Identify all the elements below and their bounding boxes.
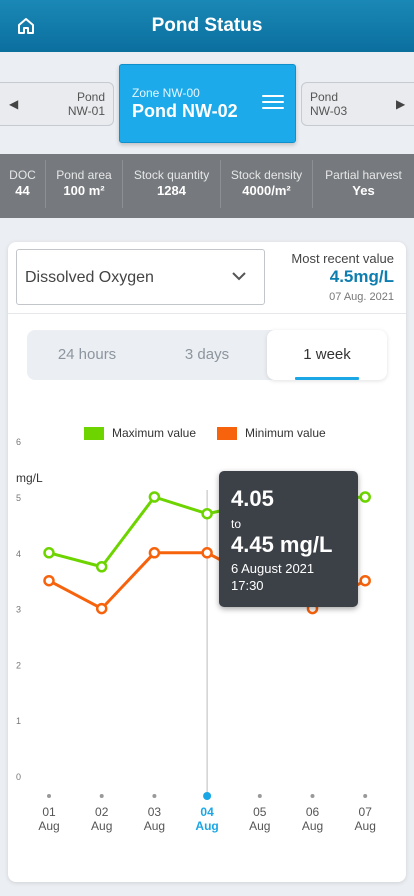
stat-stock-density: Stock density 4000/m²	[221, 160, 313, 208]
previous-pond-line1: Pond	[76, 90, 105, 104]
stat-doc: DOC 44	[0, 160, 46, 208]
legend-maximum-label: Maximum value	[112, 426, 197, 440]
pond-selector: ◀ Pond NW-01 Zone NW-00 Pond NW-02 Pond …	[0, 52, 414, 154]
recent-value: 4.5mg/L	[329, 267, 394, 286]
tooltip-to: to	[231, 517, 242, 531]
tab-1-week-label: 1 week	[303, 346, 351, 363]
home-icon	[18, 18, 34, 34]
current-zone-label: Zone NW-00	[132, 86, 200, 100]
active-tab-indicator	[295, 377, 359, 380]
chevron-down-icon	[232, 272, 246, 281]
page-title: Pond Status	[151, 15, 263, 36]
current-pond-card[interactable]: Zone NW-00 Pond NW-02	[119, 64, 296, 143]
chart-tooltip: 4.05 to 4.45 mg/L 6 August 2021 17:30	[219, 471, 358, 607]
legend-minimum-swatch	[217, 426, 237, 440]
stat-partial-harvest: Partial harvest Yes	[325, 168, 402, 198]
current-pond-name: Pond NW-02	[132, 101, 238, 121]
time-range-tabs: 24 hours 3 days 1 week	[27, 330, 387, 380]
tooltip-date: 6 August 2021	[231, 561, 315, 576]
next-pond-line1: Pond	[310, 90, 339, 104]
previous-pond-button[interactable]: ◀ Pond NW-01	[0, 82, 114, 126]
tab-24-hours[interactable]: 24 hours	[57, 346, 117, 363]
arrow-right-icon: ▶	[396, 97, 406, 111]
tab-3-days[interactable]: 3 days	[184, 346, 230, 363]
parameter-selected-value: Dissolved Oxygen	[25, 269, 154, 286]
legend-minimum: Minimum value	[217, 426, 326, 440]
pond-stats-bar: DOC 44 Pond area 100 m² Stock quantity 1…	[0, 154, 414, 218]
stat-stock-quantity: Stock quantity 1284	[123, 160, 221, 208]
parameter-select[interactable]: Dissolved Oxygen	[16, 249, 265, 305]
recent-value-label: Most recent value	[291, 251, 394, 266]
tooltip-time: 17:30	[231, 578, 264, 593]
next-pond-line2: NW-03	[310, 104, 348, 118]
home-button[interactable]	[12, 12, 40, 40]
legend-minimum-label: Minimum value	[245, 426, 326, 440]
divider	[8, 313, 406, 314]
stat-pond-area: Pond area 100 m²	[46, 160, 123, 208]
legend-maximum-swatch	[84, 426, 104, 440]
app-header: Pond Status	[0, 0, 414, 52]
hamburger-menu-icon[interactable]	[262, 95, 284, 113]
next-pond-button[interactable]: Pond NW-03 ▶	[301, 82, 414, 126]
arrow-left-icon: ◀	[9, 97, 19, 111]
tooltip-high-value: 4.45 mg/L	[231, 532, 333, 557]
tab-1-week[interactable]: 1 week	[267, 330, 387, 380]
recent-value-date: 07 Aug. 2021	[329, 291, 394, 303]
legend-maximum: Maximum value	[84, 426, 196, 440]
previous-pond-line2: NW-01	[67, 104, 105, 118]
tooltip-low-value: 4.05	[231, 486, 274, 511]
